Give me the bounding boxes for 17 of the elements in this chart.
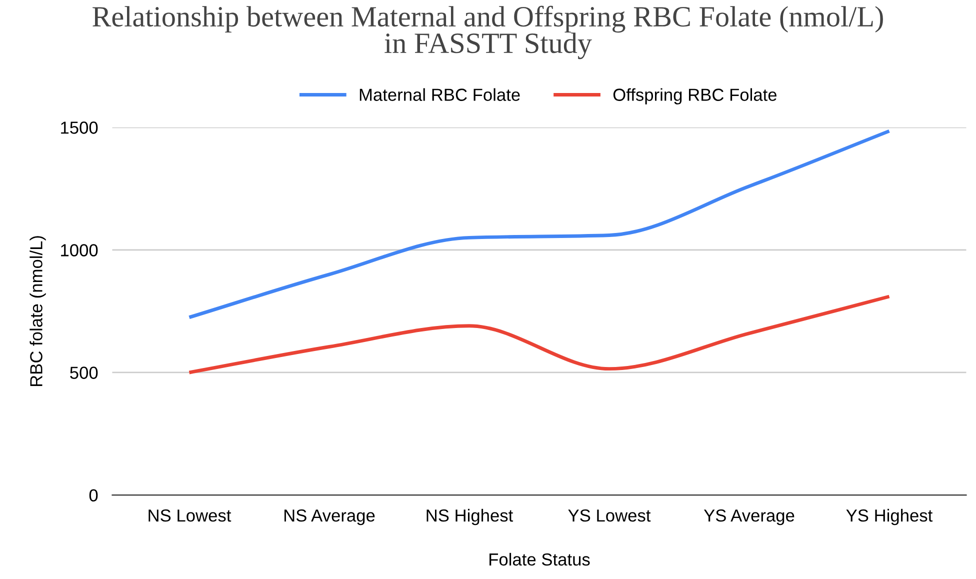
legend-label: Maternal RBC Folate: [360, 88, 520, 101]
y-tick-label: 0: [89, 489, 98, 502]
y-tick-label: 1500: [61, 122, 98, 134]
x-tick-label: YS Average: [704, 509, 794, 526]
y-tick-label: 500: [70, 366, 98, 379]
x-tick-label: NS Highest: [426, 508, 514, 526]
line-series: [188, 129, 891, 320]
x-tick-label: NS Average: [284, 509, 375, 526]
y-tick-label: 1000: [61, 244, 98, 256]
x-tick-label: YS Lowest: [568, 509, 651, 522]
x-tick-label: NS Lowest: [148, 509, 232, 522]
x-axis-title: Folate Status: [490, 552, 590, 566]
legend-label: Offspring RBC Folate: [613, 88, 777, 104]
chart-title: Relationship between Maternal and Offspring RBC Folate (nmol/L) in FASSTT Study: [92, 6, 883, 60]
x-tick-label: YS Highest: [846, 508, 933, 526]
line-series: [188, 294, 891, 374]
y-axis-title: RBC folate (nmol/L): [30, 236, 46, 386]
